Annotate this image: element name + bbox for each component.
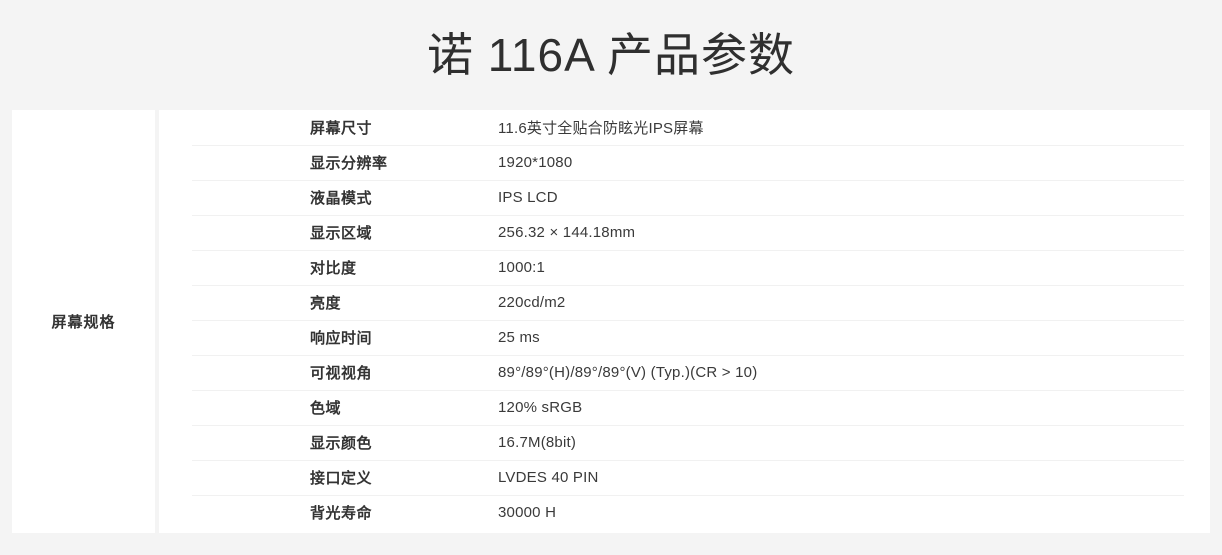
spec-value: IPS LCD xyxy=(498,189,558,206)
spec-value: 11.6英寸全贴合防眩光IPS屏幕 xyxy=(498,120,704,137)
spec-value: 256.32 × 144.18mm xyxy=(498,224,636,241)
table-row: 响应时间 25 ms xyxy=(159,320,1210,355)
table-row-content: 可视视角 89°/89°(H)/89°/89°(V) (Typ.)(CR > 10… xyxy=(159,355,1210,390)
row-divider xyxy=(192,215,1184,216)
spec-label: 响应时间 xyxy=(310,330,373,347)
spec-value: 1000:1 xyxy=(498,259,546,276)
spec-value: 220cd/m2 xyxy=(498,294,566,311)
row-divider xyxy=(192,180,1184,181)
spec-value: 25 ms xyxy=(498,329,540,346)
table-row-content: 亮度 220cd/m2 xyxy=(159,285,1210,320)
spec-label: 色域 xyxy=(310,400,342,417)
row-divider xyxy=(192,425,1184,426)
table-row-content: 显示分辨率 1920*1080 xyxy=(159,145,1210,180)
spec-value: 89°/89°(H)/89°/89°(V) (Typ.)(CR > 10) xyxy=(498,364,758,381)
spec-label: 可视视角 xyxy=(310,365,373,382)
spec-label: 对比度 xyxy=(310,260,357,277)
row-divider xyxy=(192,250,1184,251)
row-divider xyxy=(192,460,1184,461)
table-row-content: 背光寿命 30000 H xyxy=(159,495,1210,530)
spec-label: 液晶模式 xyxy=(310,190,373,207)
spec-label: 显示分辨率 xyxy=(310,155,388,172)
table-row: 屏幕尺寸 11.6英寸全贴合防眩光IPS屏幕 xyxy=(159,110,1210,145)
spec-value: 120% sRGB xyxy=(498,399,583,416)
table-row-content: 响应时间 25 ms xyxy=(159,320,1210,355)
spec-value: LVDES 40 PIN xyxy=(498,469,599,486)
row-divider xyxy=(192,145,1184,146)
spec-label: 显示颜色 xyxy=(310,435,373,452)
spec-label: 背光寿命 xyxy=(310,505,373,522)
row-divider xyxy=(192,285,1184,286)
spec-value: 1920*1080 xyxy=(498,154,573,171)
spec-label: 接口定义 xyxy=(310,470,373,487)
row-divider xyxy=(192,495,1184,496)
spec-category-cell: 屏幕规格 xyxy=(12,110,155,533)
table-row: 接口定义 LVDES 40 PIN xyxy=(159,460,1210,495)
table-row-content: 液晶模式 IPS LCD xyxy=(159,180,1210,215)
spec-value: 30000 H xyxy=(498,504,557,521)
spec-label: 亮度 xyxy=(310,295,342,312)
column-divider xyxy=(155,110,159,533)
row-divider xyxy=(192,355,1184,356)
table-row-content: 接口定义 LVDES 40 PIN xyxy=(159,460,1210,495)
spec-rows-container: 屏幕尺寸 11.6英寸全贴合防眩光IPS屏幕显示分辨率 1920*1080 液晶模式 I… xyxy=(159,110,1210,533)
spec-category-label: 屏幕规格 xyxy=(51,314,116,331)
spec-table: 屏幕规格 屏幕尺寸 11.6英寸全贴合防眩光IPS屏幕显示分辨率 1920*1080… xyxy=(12,110,1210,533)
table-row: 显示颜色 16.7M(8bit) xyxy=(159,425,1210,460)
spec-label: 屏幕尺寸 xyxy=(310,120,373,137)
table-row-content: 屏幕尺寸 11.6英寸全贴合防眩光IPS屏幕 xyxy=(159,110,1210,145)
table-row: 背光寿命 30000 H xyxy=(159,495,1210,530)
table-row: 显示区域 256.32 × 144.18mm xyxy=(159,215,1210,250)
row-divider xyxy=(192,320,1184,321)
table-row: 亮度 220cd/m2 xyxy=(159,285,1210,320)
table-row-content: 色域 120% sRGB xyxy=(159,390,1210,425)
table-row: 对比度 1000:1 xyxy=(159,250,1210,285)
table-row: 液晶模式 IPS LCD xyxy=(159,180,1210,215)
spec-value: 16.7M(8bit) xyxy=(498,434,577,451)
spec-label: 显示区域 xyxy=(310,225,373,242)
table-row-content: 显示颜色 16.7M(8bit) xyxy=(159,425,1210,460)
table-row-content: 显示区域 256.32 × 144.18mm xyxy=(159,215,1210,250)
page-title: 诺 116A 产品参数 xyxy=(426,29,796,81)
table-row: 色域 120% sRGB xyxy=(159,390,1210,425)
page-title-bar: 诺 116A 产品参数 xyxy=(0,0,1222,110)
table-row-content: 对比度 1000:1 xyxy=(159,250,1210,285)
table-row: 可视视角 89°/89°(H)/89°/89°(V) (Typ.)(CR > 10… xyxy=(159,355,1210,390)
table-row: 显示分辨率 1920*1080 xyxy=(159,145,1210,180)
row-divider xyxy=(192,390,1184,391)
